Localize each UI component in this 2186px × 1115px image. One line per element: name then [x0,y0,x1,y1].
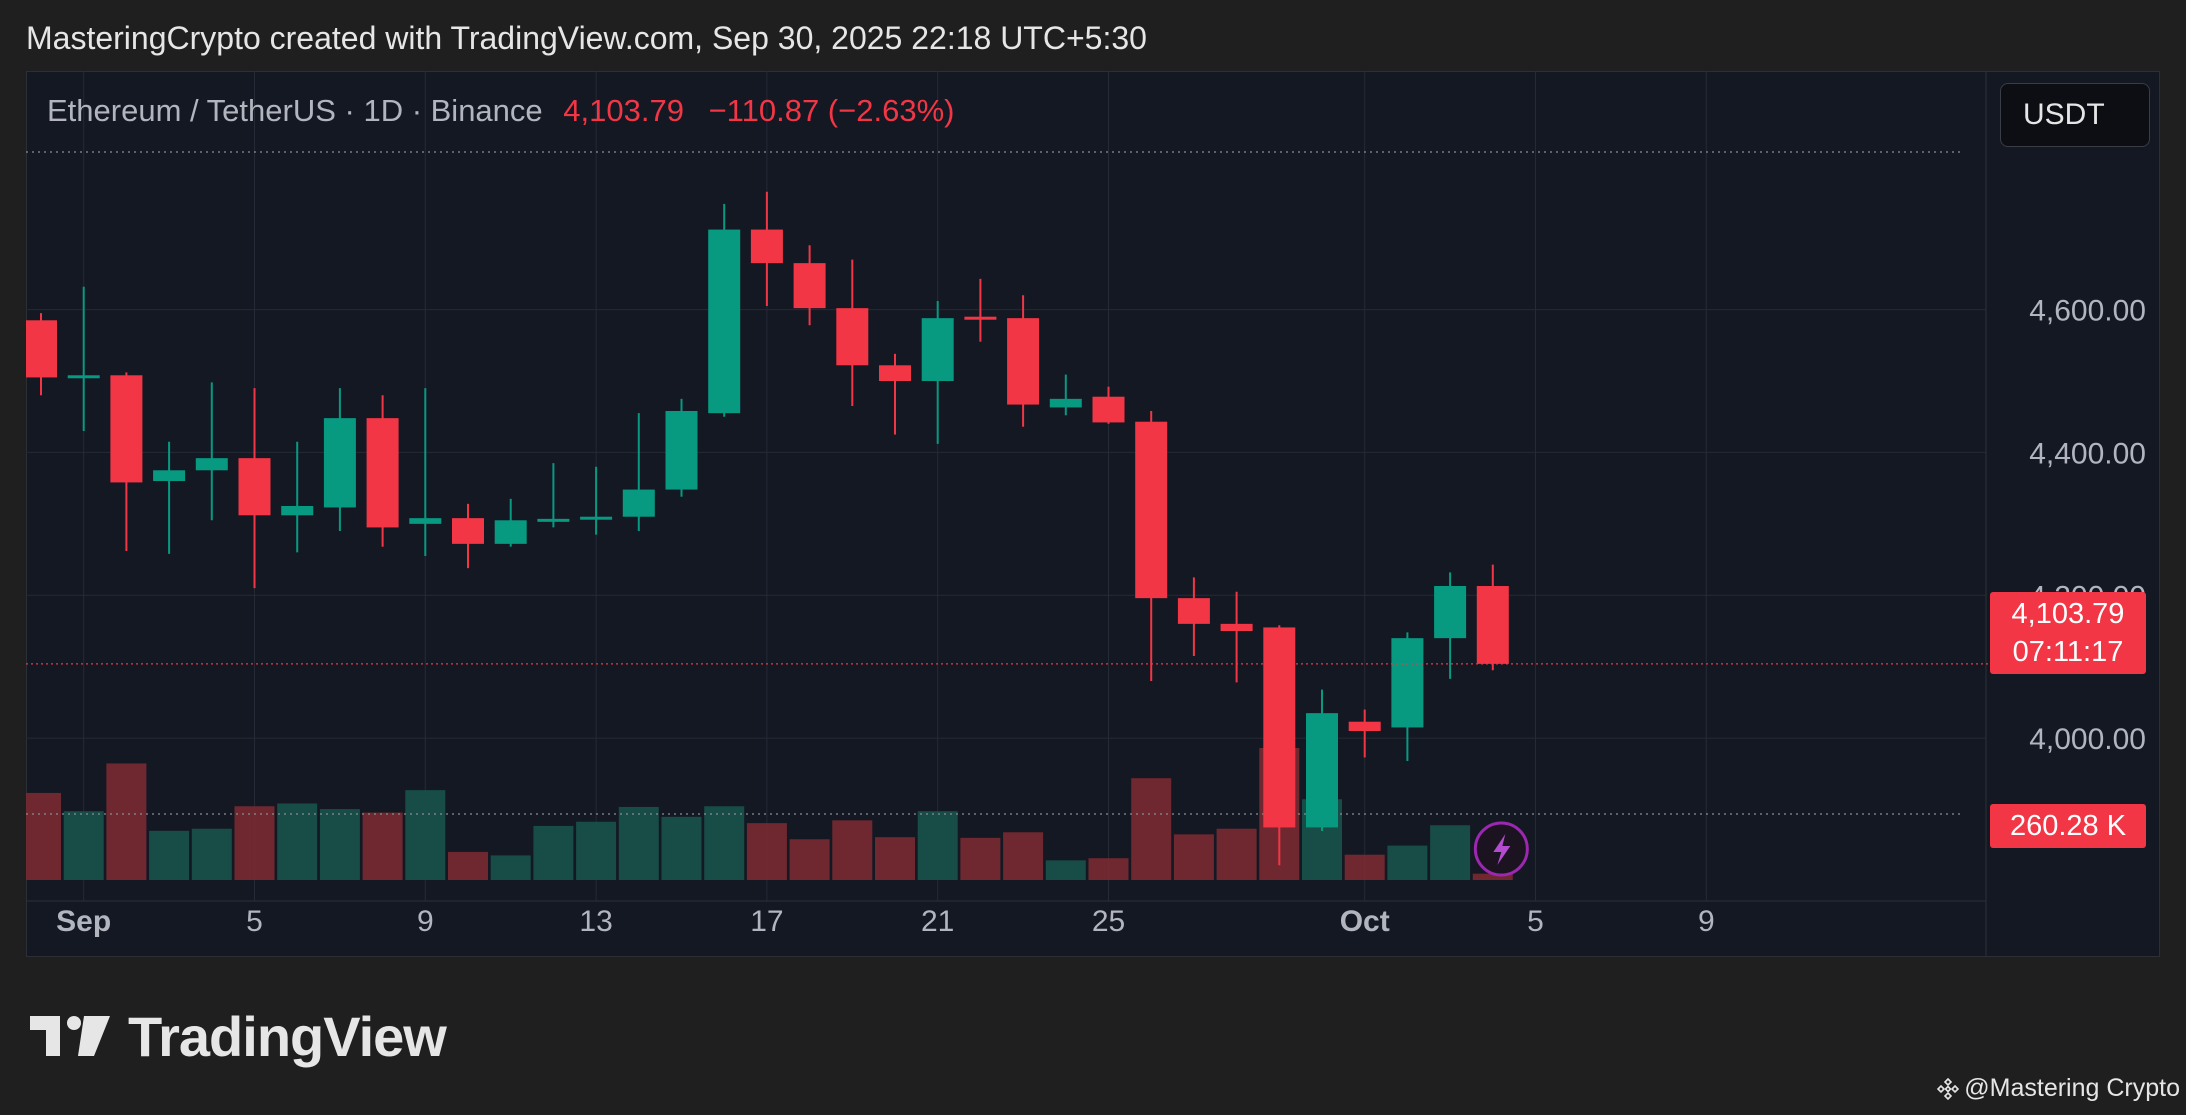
y-tick-label: 4,400.00 [2029,437,2146,470]
candle-body [708,229,741,414]
volume-bar [1216,828,1257,880]
candle-body [1391,638,1424,728]
candle-body [110,375,143,483]
volume-bar [533,825,574,880]
legend-change: −110.87 (−2.63%) [708,93,955,128]
lightning-icon[interactable] [1473,821,1529,877]
legend-price: 4,103.79 [563,93,684,128]
volume-bar [1088,858,1129,880]
header-text: MasteringCrypto created with TradingView… [26,20,1147,56]
volume-bar [661,816,702,880]
volume-bar [191,828,232,880]
volume-bar [746,823,787,880]
candle-body [750,229,783,264]
x-tick-label: Sep [56,905,111,938]
bar-countdown: 07:11:17 [2012,636,2124,668]
candle-body [921,318,954,381]
candle-body [366,418,399,528]
x-tick-label: 17 [750,905,783,938]
candle-body [238,458,271,516]
candle-body [281,506,314,516]
volume-bar [26,792,61,880]
candle-body [1177,598,1210,624]
candle-body [793,263,826,309]
volume-bar [1003,832,1044,880]
candle-body [622,489,655,517]
y-tick-label: 4,000.00 [2029,723,2146,756]
volume-bar [1430,825,1471,880]
volume-bar [917,811,958,880]
symbol-name[interactable]: Ethereum / TetherUS · 1D · Binance [47,93,543,128]
candle-body [452,518,484,544]
candle-body [836,308,869,366]
x-tick-label: 9 [1698,905,1715,938]
candle-body [580,516,613,520]
volume-bar [1472,873,1513,880]
volume-bar [277,803,318,880]
currency-button[interactable]: USDT [2000,83,2150,147]
volume-bar [234,806,275,880]
candle-body [195,458,228,471]
volume-bar [448,851,488,880]
volume-bar [704,806,745,880]
volume-bar [149,830,190,880]
symbol-legend: Ethereum / TetherUS · 1D · Binance 4,103… [47,93,954,129]
candle-body [1348,721,1381,731]
volume-bar [789,839,830,880]
candle-body [67,375,100,379]
x-tick-label: 5 [1527,905,1544,938]
tradingview-logo[interactable]: TradingView [30,1004,447,1068]
candle-body [1007,318,1040,405]
volume-bar [875,837,915,880]
x-tick-label: 21 [921,905,954,938]
candle-body [323,418,356,508]
candle-body [1476,586,1509,664]
candle-body [1049,398,1082,408]
tradingview-logo-icon [30,1016,110,1056]
candle-body [1220,623,1253,631]
volume-bar [1387,845,1428,880]
candle-body [153,470,186,481]
x-tick-label: Oct [1340,905,1390,938]
candle-body [1135,421,1168,599]
volume-bar [576,821,617,880]
candle-body [1092,396,1125,423]
candle-body [494,520,527,544]
candle-body [537,518,570,522]
volume-bar [618,806,659,880]
x-tick-label: 9 [417,905,434,938]
volume-bar [1131,778,1172,880]
last-price-value: 4,103.79 [2011,598,2125,630]
volume-bar [362,812,403,880]
x-tick-label: 25 [1092,905,1125,938]
volume-bar [490,855,531,880]
last-price-tag: 4,103.79 07:11:17 [1990,592,2146,674]
volume-bar [1344,854,1385,880]
volume-bar [319,809,360,880]
candle-body [1306,713,1338,828]
x-tick-label: 5 [246,905,263,938]
candle-body [409,518,442,524]
y-tick-label: 4,600.00 [2029,295,2146,328]
binance-icon [1937,1077,1960,1100]
candle-body [1434,586,1467,639]
volume-bar [63,811,104,880]
candle-body [26,320,57,378]
candle-body [1263,627,1296,828]
volume-bar [405,790,446,880]
volume-bar [1045,860,1086,880]
volume-tag: 260.28 K [1990,804,2146,848]
candlestick-chart[interactable]: 4,600.004,400.004,200.004,000.00Sep59131… [26,71,2160,957]
candle-body [879,365,911,381]
volume-bar [1173,834,1214,880]
credit-text: @Mastering Crypto [1964,1074,2180,1102]
volume-bar [960,837,1001,880]
tradingview-logo-text: TradingView [128,1004,447,1068]
candle-body [665,411,698,490]
candle-body [964,316,997,320]
volume-bar [106,763,147,880]
x-tick-label: 13 [579,905,612,938]
volume-bar [832,820,873,880]
credit-line: @Mastering Crypto [1936,1074,2180,1103]
